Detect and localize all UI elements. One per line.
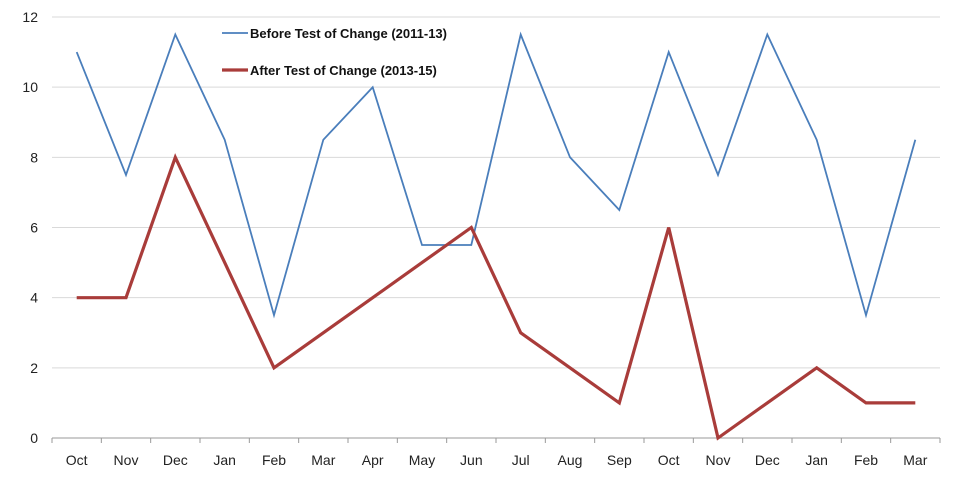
grid-layer bbox=[52, 17, 940, 368]
x-tick-label: Oct bbox=[66, 452, 88, 468]
x-tick-label: Feb bbox=[262, 452, 286, 468]
y-tick-label: 0 bbox=[30, 430, 38, 446]
legend-label-2: After Test of Change (2013-15) bbox=[250, 63, 437, 78]
x-tick-label: Jan bbox=[805, 452, 828, 468]
series-line-1 bbox=[77, 35, 916, 316]
y-tick-label: 2 bbox=[30, 360, 38, 376]
y-tick-label: 6 bbox=[30, 220, 38, 236]
series-layer bbox=[77, 35, 916, 439]
x-tick-label: Jul bbox=[512, 452, 530, 468]
x-tick-label: May bbox=[409, 452, 435, 468]
y-tick-label: 10 bbox=[22, 79, 38, 95]
x-tick-label: Mar bbox=[311, 452, 335, 468]
x-tick-label: Oct bbox=[658, 452, 680, 468]
x-tick-label: Mar bbox=[903, 452, 927, 468]
y-tick-label: 4 bbox=[30, 290, 38, 306]
x-tick-label: Dec bbox=[755, 452, 780, 468]
x-tick-label: Jan bbox=[213, 452, 236, 468]
x-tick-label: Nov bbox=[706, 452, 731, 468]
y-tick-label: 8 bbox=[30, 149, 38, 165]
x-tick-label: Feb bbox=[854, 452, 878, 468]
y-tick-label: 12 bbox=[22, 9, 38, 25]
x-tick-label: Aug bbox=[558, 452, 583, 468]
legend-label-1: Before Test of Change (2011-13) bbox=[250, 26, 447, 41]
x-tick-label: Sep bbox=[607, 452, 632, 468]
x-tick-label: Nov bbox=[114, 452, 139, 468]
x-tick-label: Apr bbox=[362, 452, 384, 468]
x-tick-label: Jun bbox=[460, 452, 483, 468]
x-tick-label: Dec bbox=[163, 452, 188, 468]
legend: Before Test of Change (2011-13) After Tes… bbox=[222, 26, 447, 78]
